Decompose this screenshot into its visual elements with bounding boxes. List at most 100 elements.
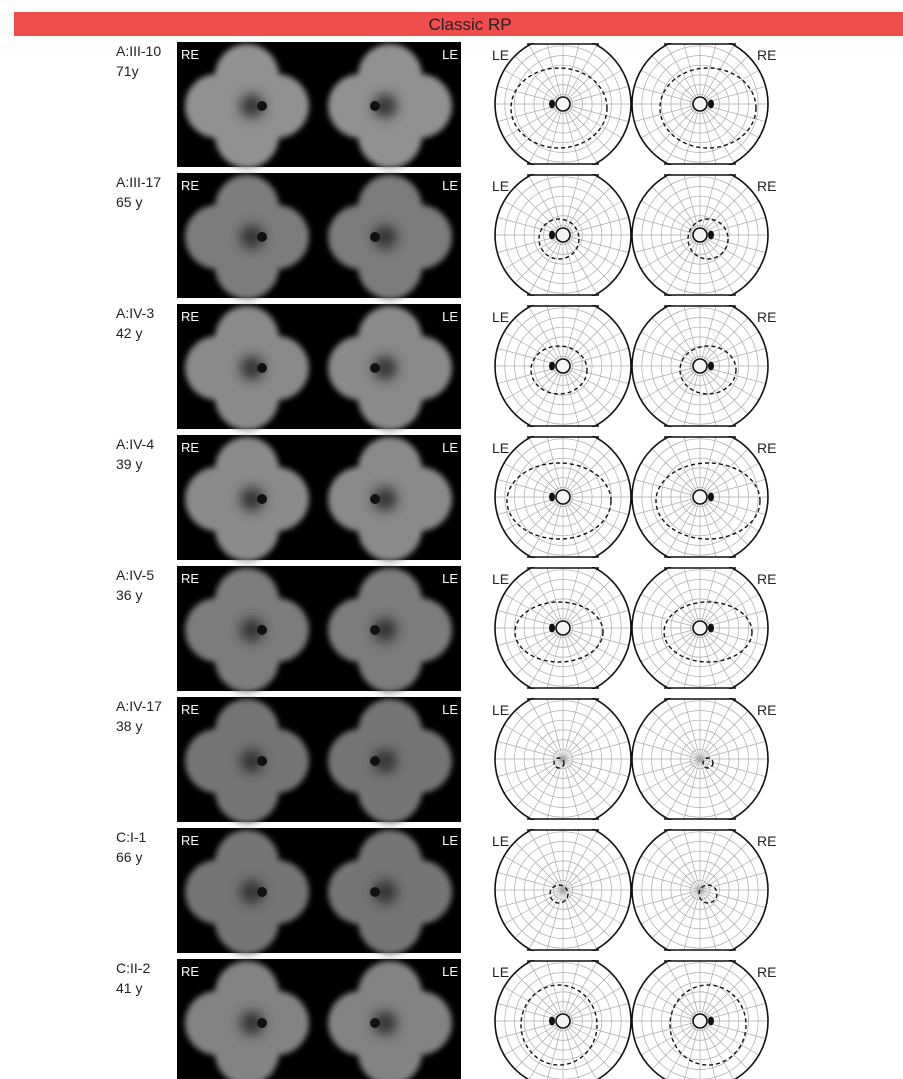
blind-spot (549, 1017, 555, 1026)
field-spoke (700, 56, 748, 104)
subject-age: 66 y (116, 849, 142, 865)
field-spoke (497, 759, 563, 777)
row: C:I-166 yRELELERE (116, 822, 776, 958)
field-spoke (545, 104, 563, 170)
eye-label: LE (442, 178, 458, 193)
field-spoke (563, 1003, 629, 1021)
row: A:IV-536 yRELELERE (116, 560, 776, 696)
eye-label: RE (181, 440, 199, 455)
field-spoke (515, 711, 563, 759)
field-spoke (652, 890, 700, 938)
field-eye-label: LE (492, 47, 509, 63)
isopter-inner (556, 621, 570, 635)
field-spoke (700, 235, 718, 301)
isopter-inner (693, 228, 707, 242)
field-spoke (497, 741, 563, 759)
blind-spot (708, 1017, 714, 1026)
eye-label: RE (181, 833, 199, 848)
field-spoke (652, 104, 700, 152)
field-spoke (515, 759, 563, 807)
subject-age: 36 y (116, 587, 142, 603)
isopter-inner (556, 228, 570, 242)
field-spoke (563, 759, 581, 825)
optic-disc (370, 101, 380, 111)
field-spoke (700, 711, 748, 759)
field-spoke (634, 235, 700, 253)
field-spoke (652, 711, 700, 759)
field-spoke (700, 366, 718, 432)
field-spoke (563, 217, 629, 235)
field-eye-label: RE (757, 833, 776, 849)
field-spoke (563, 890, 629, 908)
field-spoke (563, 580, 611, 628)
field-spoke (634, 348, 700, 366)
optic-disc (370, 1018, 380, 1028)
subject-id: C:II-2 (116, 960, 150, 976)
field-spoke (700, 693, 718, 759)
field-eye-label: LE (492, 964, 509, 980)
field-spoke (515, 1021, 563, 1069)
field-spoke (563, 235, 611, 283)
field-eye-label: RE (757, 47, 776, 63)
field-spoke (652, 973, 700, 1021)
field-spoke (563, 872, 629, 890)
field-spoke (563, 628, 611, 676)
field-eye-label: RE (757, 309, 776, 325)
blind-spot (549, 100, 555, 109)
field-spoke (700, 741, 766, 759)
row: A:III-1071yRELELERE (116, 36, 776, 172)
field-spoke (700, 562, 718, 628)
field-eye-label: LE (492, 702, 509, 718)
field-spoke (700, 872, 766, 890)
header-title: Classic RP (428, 15, 511, 34)
field-spoke (682, 824, 700, 890)
field-spoke (700, 300, 718, 366)
field-spoke (682, 366, 700, 432)
field-eye-label: RE (757, 702, 776, 718)
field-spoke (563, 348, 629, 366)
visual-field (632, 691, 768, 827)
eye-label: LE (442, 440, 458, 455)
eye-label: LE (442, 964, 458, 979)
field-spoke (634, 1021, 700, 1039)
field-spoke (563, 187, 611, 235)
optic-disc (257, 625, 267, 635)
blind-spot (549, 624, 555, 633)
visual-field (495, 822, 631, 958)
optic-disc (370, 625, 380, 635)
field-spoke (545, 169, 563, 235)
eye-label: RE (181, 178, 199, 193)
subject-id: A:IV-17 (116, 698, 162, 714)
field-spoke (563, 562, 581, 628)
field-spoke (563, 824, 581, 890)
field-spoke (682, 955, 700, 1021)
field-spoke (563, 169, 581, 235)
field-spoke (563, 741, 629, 759)
subject-age: 41 y (116, 980, 142, 996)
field-spoke (563, 497, 581, 563)
field-eye-label: RE (757, 178, 776, 194)
field-spoke (563, 955, 581, 1021)
field-spoke (682, 890, 700, 956)
field-spoke (700, 973, 748, 1021)
field-spoke (682, 104, 700, 170)
field-spoke (700, 890, 748, 938)
field-spoke (682, 169, 700, 235)
optic-disc (370, 363, 380, 373)
field-spoke (563, 693, 581, 759)
field-spoke (563, 366, 629, 384)
field-eye-label: RE (757, 571, 776, 587)
field-spoke (652, 580, 700, 628)
field-spoke (563, 759, 629, 777)
field-spoke (700, 38, 718, 104)
field-spoke (700, 628, 718, 694)
isopter-inner (693, 621, 707, 635)
optic-disc (370, 887, 380, 897)
eye-label: RE (181, 702, 199, 717)
field-spoke (563, 890, 611, 938)
field-spoke (652, 235, 700, 283)
field-spoke (682, 235, 700, 301)
field-spoke (652, 759, 700, 807)
